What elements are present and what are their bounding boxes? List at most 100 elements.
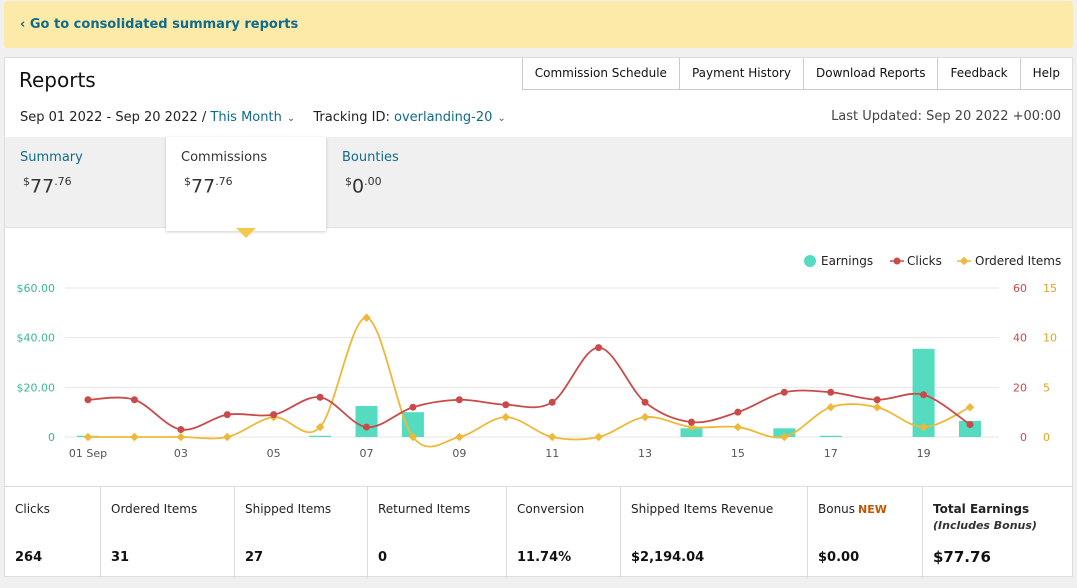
top-nav: Commission Schedule Payment History Down… — [521, 58, 1072, 90]
chevron-down-icon[interactable]: ⌄ — [497, 113, 506, 124]
clicks-point — [270, 411, 278, 419]
ordered-items-point — [640, 412, 650, 422]
ordered-items-point — [872, 402, 882, 412]
clicks-point — [687, 418, 695, 426]
clicks-point — [316, 393, 324, 401]
active-tab-caret — [236, 228, 256, 238]
x-tick-label: 07 — [360, 447, 374, 460]
clicks-point — [641, 398, 649, 406]
ordered-items-point — [315, 422, 325, 432]
clicks-point — [455, 396, 463, 404]
ordered-items-point — [176, 432, 186, 442]
tracking-id-dropdown[interactable]: overlanding-20 — [393, 110, 493, 125]
ordered-items-line — [88, 316, 971, 448]
ordered-items-point — [547, 432, 557, 442]
ordered-items-point — [362, 313, 371, 323]
ordered-items-point — [455, 432, 464, 442]
y-tick-label-ordered: 15 — [1043, 282, 1057, 295]
stat-shipped-items: Shipped Items 27 — [235, 487, 368, 578]
earnings-bar — [959, 420, 981, 437]
x-tick-label: 11 — [545, 447, 559, 460]
legend-clicks-marker — [893, 257, 901, 265]
legend-earnings-marker — [804, 255, 816, 267]
clicks-point — [873, 396, 881, 404]
commission-schedule-link[interactable]: Commission Schedule — [521, 58, 679, 90]
stat-returned-items: Returned Items 0 — [368, 487, 507, 578]
ordered-items-point — [826, 402, 835, 412]
tab-amount: $77.76 — [23, 175, 72, 198]
y-tick-label-earnings: $40.00 — [17, 332, 56, 345]
chevron-down-icon[interactable]: ⌄ — [286, 113, 296, 124]
consolidated-summary-link[interactable]: ‹ Go to consolidated summary reports — [20, 17, 299, 32]
report-tabs: Summary $77.76 Commissions $77.76 Bounti… — [5, 137, 1072, 231]
filter-bar: Sep 01 2022 - Sep 20 2022 / This Month ⌄ … — [20, 110, 506, 125]
y-tick-label-ordered: 0 — [1043, 431, 1050, 444]
y-tick-label-ordered: 5 — [1043, 381, 1050, 394]
x-tick-label: 13 — [638, 447, 652, 460]
clicks-point — [734, 408, 742, 416]
earnings-bar — [819, 435, 842, 437]
clicks-point — [920, 391, 928, 399]
tab-label: Commissions — [181, 150, 268, 165]
earnings-bar — [309, 435, 332, 437]
tab-summary[interactable]: Summary $77.76 — [5, 137, 165, 227]
x-tick-label: 05 — [267, 447, 281, 460]
clicks-point — [223, 411, 231, 419]
tab-bounties[interactable]: Bounties $0.00 — [327, 137, 487, 227]
stat-clicks: Clicks 264 — [5, 487, 101, 578]
tab-amount: $77.76 — [184, 175, 233, 198]
tab-label: Bounties — [342, 150, 399, 165]
ordered-items-point — [965, 402, 975, 412]
earnings-bar — [680, 428, 703, 437]
period-dropdown[interactable]: This Month — [210, 110, 282, 125]
feedback-link[interactable]: Feedback — [937, 58, 1020, 90]
ordered-items-point — [223, 432, 232, 442]
ordered-items-point — [501, 412, 511, 422]
tab-commissions[interactable]: Commissions $77.76 — [166, 137, 326, 231]
stat-total-earnings: Total Earnings (Includes Bonus) $77.76 — [933, 502, 1037, 566]
ordered-items-point — [130, 432, 139, 442]
y-tick-label-clicks: 40 — [1013, 332, 1027, 345]
download-reports-link[interactable]: Download Reports — [802, 58, 938, 90]
clicks-point — [780, 388, 788, 396]
earnings-bar — [773, 428, 796, 437]
last-updated: Last Updated: Sep 20 2022 +00:00 — [831, 109, 1061, 124]
y-tick-label-earnings: 0 — [48, 431, 55, 444]
clicks-point — [177, 426, 185, 434]
earnings-bar — [355, 405, 378, 437]
x-tick-label: 15 — [731, 447, 745, 460]
ordered-items-point — [780, 432, 789, 442]
clicks-point — [548, 398, 556, 406]
ordered-items-point — [83, 432, 93, 442]
date-range: Sep 01 2022 - Sep 20 2022 / — [20, 110, 211, 125]
earnings-bar — [401, 412, 424, 437]
legend-ordered-items: Ordered Items — [975, 254, 1061, 268]
ordered-items-point — [408, 432, 418, 442]
clicks-point — [130, 396, 138, 404]
legend-earnings: Earnings — [821, 254, 873, 268]
page-title: Reports — [19, 68, 96, 92]
stat-shipped-revenue: Shipped Items Revenue $2,194.04 — [621, 487, 808, 578]
consolidated-banner: ‹ Go to consolidated summary reports — [4, 1, 1073, 48]
help-link[interactable]: Help — [1019, 58, 1072, 90]
stat-conversion: Conversion 11.74% — [507, 487, 621, 578]
y-tick-label-ordered: 10 — [1043, 332, 1057, 345]
earnings-chart: $60.00 $40.00 $20.00 0 60 40 20 0 15 10 5 0 01 Sep 03… — [17, 254, 1062, 460]
y-tick-label-clicks: 20 — [1013, 381, 1027, 394]
legend-clicks: Clicks — [907, 254, 942, 268]
payment-history-link[interactable]: Payment History — [678, 58, 803, 90]
clicks-line — [87, 346, 971, 431]
x-tick-label: 09 — [452, 447, 466, 460]
tab-label: Summary — [20, 150, 83, 165]
y-tick-label-earnings: $60.00 — [17, 282, 56, 295]
x-tick-label: 01 Sep — [69, 447, 107, 460]
x-tick-label: 19 — [917, 447, 931, 460]
ordered-items-point — [733, 422, 743, 432]
y-tick-label-clicks: 60 — [1013, 282, 1027, 295]
y-tick-label-clicks: 0 — [1020, 431, 1027, 444]
clicks-point — [827, 388, 835, 396]
clicks-point — [595, 344, 603, 352]
stat-bonus: Bonus NEW $0.00 — [808, 487, 923, 578]
stats-bar: Clicks 264 Ordered Items 31 Shipped Items 2… — [5, 486, 1072, 578]
ordered-items-point — [594, 432, 603, 442]
